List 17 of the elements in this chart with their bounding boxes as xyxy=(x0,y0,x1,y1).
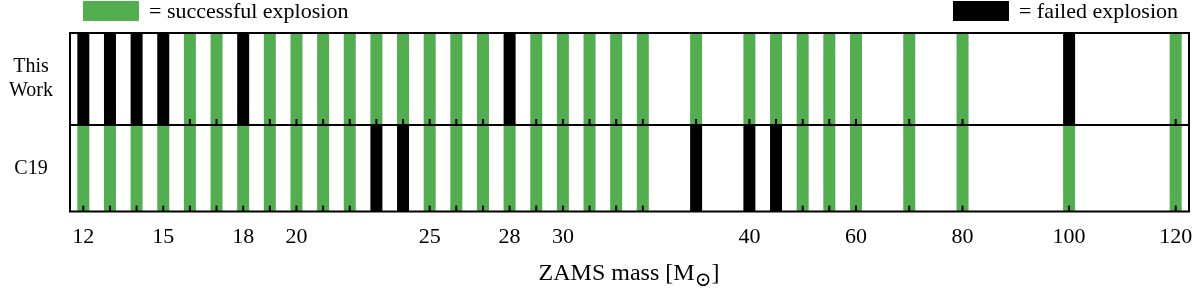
x-tick-label: 120 xyxy=(1159,222,1193,248)
x-tick-label: 60 xyxy=(844,222,867,248)
x-tick-label: 18 xyxy=(232,222,255,248)
x-tick-label: 80 xyxy=(951,222,974,248)
x-tick-label: 30 xyxy=(551,222,574,248)
x-tick-label: 100 xyxy=(1052,222,1086,248)
y-axis-title: C19 xyxy=(14,155,48,178)
x-tick-label: 28 xyxy=(498,222,521,248)
x-tick-label: 12 xyxy=(72,222,95,248)
x-tick-label: 40 xyxy=(738,222,761,248)
x-axis-title: ZAMS mass [M$_{⊙}$] xyxy=(537,258,721,292)
x-tick-label: 20 xyxy=(285,222,308,248)
y-axis-title: This Work xyxy=(9,54,53,101)
legend-label: = successful explosion xyxy=(149,0,349,23)
x-tick-label: 15 xyxy=(152,222,175,248)
x-tick-label: 25 xyxy=(418,222,441,248)
legend-label: = failed explosion xyxy=(1018,0,1178,23)
